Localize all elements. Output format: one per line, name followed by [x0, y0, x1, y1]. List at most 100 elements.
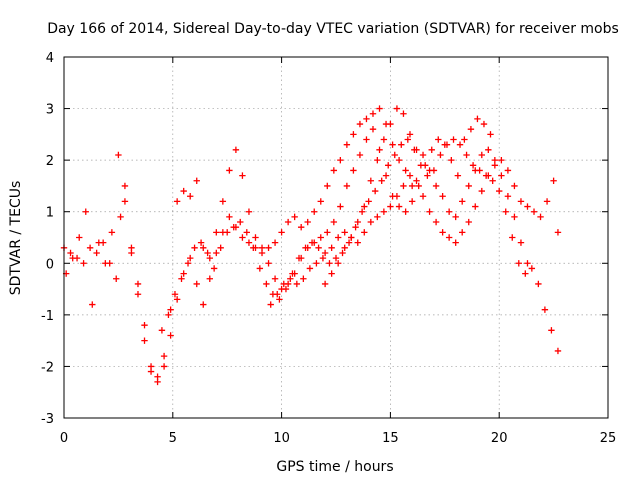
x-axis-label: GPS time / hours	[276, 459, 393, 475]
data-point	[265, 260, 272, 267]
data-point	[417, 162, 425, 169]
data-point	[330, 167, 338, 174]
data-point	[67, 249, 74, 257]
data-point	[363, 136, 370, 143]
data-point	[480, 120, 488, 128]
data-point	[504, 193, 512, 200]
data-point	[376, 146, 383, 154]
data-point	[89, 301, 96, 308]
data-point	[509, 234, 516, 241]
data-point	[354, 218, 361, 226]
data-point	[498, 172, 505, 179]
data-point	[224, 229, 231, 236]
data-point	[267, 301, 274, 308]
data-point	[291, 213, 298, 221]
data-point	[504, 167, 512, 174]
data-point	[437, 151, 444, 159]
data-point	[445, 234, 453, 241]
data-point	[95, 239, 103, 246]
data-point	[350, 131, 357, 138]
data-point	[408, 198, 416, 205]
data-point	[252, 234, 259, 241]
data-point	[206, 275, 213, 282]
data-point	[250, 244, 257, 252]
data-point	[173, 296, 181, 303]
data-point	[191, 244, 198, 252]
data-point	[295, 254, 303, 262]
data-point	[197, 239, 205, 246]
data-point	[171, 291, 179, 298]
series-arc-2	[62, 115, 494, 380]
data-point	[293, 280, 301, 288]
data-point	[167, 332, 174, 339]
data-point	[256, 265, 264, 272]
data-point	[511, 182, 518, 190]
data-point	[193, 177, 200, 184]
data-point	[426, 167, 433, 174]
data-point	[102, 260, 109, 267]
data-point	[180, 187, 187, 195]
data-point	[230, 223, 237, 231]
data-point	[432, 218, 440, 226]
data-point	[93, 249, 100, 257]
data-point	[317, 234, 324, 241]
data-point	[452, 213, 459, 221]
data-point	[550, 177, 557, 184]
data-point	[365, 198, 372, 205]
data-point	[113, 275, 120, 282]
x-tick-label: 25	[600, 431, 617, 446]
data-point	[358, 208, 366, 215]
data-point	[467, 126, 475, 133]
data-point	[524, 203, 531, 210]
data-point	[367, 218, 375, 226]
data-point	[173, 198, 181, 205]
data-point	[469, 162, 477, 169]
data-point	[69, 254, 76, 262]
data-point	[456, 141, 464, 148]
data-point	[426, 208, 433, 215]
data-point	[528, 265, 536, 272]
data-point	[271, 239, 279, 246]
data-point	[219, 198, 227, 205]
data-point	[554, 347, 562, 355]
data-point	[304, 218, 311, 226]
data-point	[121, 198, 129, 205]
data-point	[334, 234, 342, 241]
data-point	[485, 146, 492, 154]
data-point	[419, 193, 427, 200]
data-point	[389, 141, 396, 148]
data-point	[380, 208, 388, 215]
data-point	[498, 156, 505, 164]
data-point	[278, 229, 285, 236]
data-point	[352, 223, 359, 231]
grid	[64, 57, 608, 418]
data-point	[117, 213, 124, 221]
data-point	[435, 136, 442, 143]
data-point	[213, 229, 220, 236]
y-tick-label: -2	[41, 360, 54, 375]
data-point	[280, 280, 287, 288]
data-point	[530, 208, 538, 215]
data-point	[141, 321, 148, 329]
data-point	[200, 301, 207, 308]
data-point	[217, 244, 224, 252]
data-point	[356, 120, 364, 128]
data-point	[354, 239, 361, 246]
data-point	[448, 156, 455, 164]
data-point	[419, 151, 427, 159]
data-point	[337, 156, 344, 164]
y-tick-label: -3	[41, 412, 54, 427]
data-point	[548, 327, 555, 334]
data-point	[339, 249, 346, 257]
data-series	[60, 105, 562, 386]
data-point	[454, 172, 462, 179]
data-point	[180, 270, 187, 277]
data-point	[356, 151, 364, 159]
data-point	[374, 156, 381, 164]
data-point	[121, 182, 129, 190]
data-point	[387, 120, 394, 128]
data-point	[537, 213, 544, 221]
data-point	[115, 151, 122, 159]
y-tick-label: -1	[41, 309, 54, 324]
